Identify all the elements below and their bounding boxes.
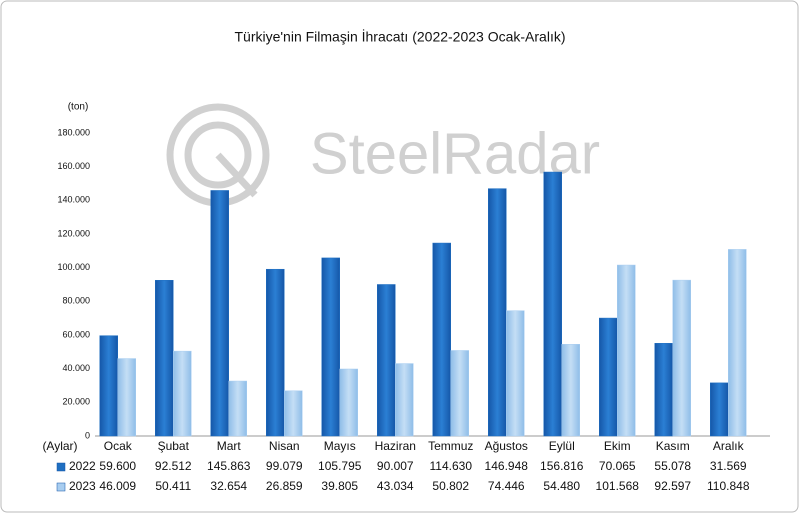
x-tick-label: Şubat [158, 439, 190, 453]
y-tick-label: 60.000 [62, 329, 90, 339]
table-value: 156.816 [540, 459, 584, 473]
table-value: 46.009 [99, 479, 136, 493]
bar [672, 279, 691, 437]
x-tick-label: Eylül [549, 439, 575, 453]
bar [266, 268, 285, 437]
table-value: 101.568 [596, 479, 640, 493]
y-tick-label: 80.000 [62, 296, 90, 306]
legend-swatch [56, 482, 66, 492]
bar [561, 344, 580, 437]
y-tick-label: 20.000 [62, 397, 90, 407]
x-tick-label: Temmuz [428, 439, 473, 453]
table-value: 92.512 [155, 459, 192, 473]
table-value: 50.802 [432, 479, 469, 493]
table-value: 105.795 [318, 459, 362, 473]
table-value: 99.079 [266, 459, 303, 473]
bar [321, 257, 340, 437]
y-tick-label: 0 [85, 430, 90, 440]
bar [506, 310, 525, 437]
legend-label: 2023 [69, 479, 96, 493]
bar [710, 382, 729, 437]
bar [599, 317, 618, 437]
table-value: 74.446 [488, 479, 525, 493]
bar [284, 390, 303, 437]
x-tick-label: Haziran [375, 439, 416, 453]
x-tick-label: Mayıs [324, 439, 356, 453]
x-tick-label: Ocak [104, 439, 133, 453]
table-value: 26.859 [266, 479, 303, 493]
bar [173, 350, 192, 437]
table-value: 92.597 [654, 479, 691, 493]
table-value: 32.654 [210, 479, 247, 493]
table-value: 146.948 [485, 459, 529, 473]
y-tick-label: 120.000 [57, 228, 90, 238]
table-value: 90.007 [377, 459, 414, 473]
bar [450, 350, 469, 437]
x-tick-label: Aralık [713, 439, 745, 453]
bar [117, 358, 136, 437]
x-tick-label: Kasım [656, 439, 690, 453]
bar [339, 368, 358, 437]
x-tick-label: Nisan [269, 439, 300, 453]
bar [377, 284, 396, 437]
x-tick-label: Mart [217, 439, 242, 453]
table-value: 59.600 [99, 459, 136, 473]
y-tick-label: 160.000 [57, 161, 90, 171]
table-value: 145.863 [207, 459, 251, 473]
bar [210, 190, 229, 437]
x-axis-label: (Aylar) [42, 439, 77, 453]
x-tick-label: Ağustos [485, 439, 528, 453]
y-axis-label: (ton) [68, 102, 89, 113]
y-tick-label: 180.000 [57, 127, 90, 137]
table-value: 31.569 [710, 459, 747, 473]
x-tick-label: Ekim [604, 439, 631, 453]
y-tick-label: 40.000 [62, 363, 90, 373]
bar [155, 280, 174, 437]
legend-label: 2022 [69, 459, 96, 473]
table-value: 70.065 [599, 459, 636, 473]
table-value: 43.034 [377, 479, 414, 493]
bar [395, 363, 414, 437]
bar [617, 264, 636, 437]
y-tick-label: 100.000 [57, 262, 90, 272]
y-tick-label: 140.000 [57, 195, 90, 205]
bar [228, 380, 247, 437]
bar [543, 171, 562, 437]
bar [99, 335, 118, 437]
bar [432, 242, 451, 437]
bar [728, 249, 747, 437]
table-value: 39.805 [321, 479, 358, 493]
table-value: 55.078 [654, 459, 691, 473]
bar [654, 343, 673, 437]
table-value: 114.630 [430, 459, 473, 473]
table-value: 110.848 [707, 479, 750, 493]
table-value: 54.480 [543, 479, 580, 493]
legend-swatch [56, 462, 66, 472]
chart-title: Türkiye'nin Filmaşin İhracatı (2022-2023… [234, 28, 565, 45]
table-value: 50.411 [155, 479, 191, 493]
bar [488, 188, 507, 437]
